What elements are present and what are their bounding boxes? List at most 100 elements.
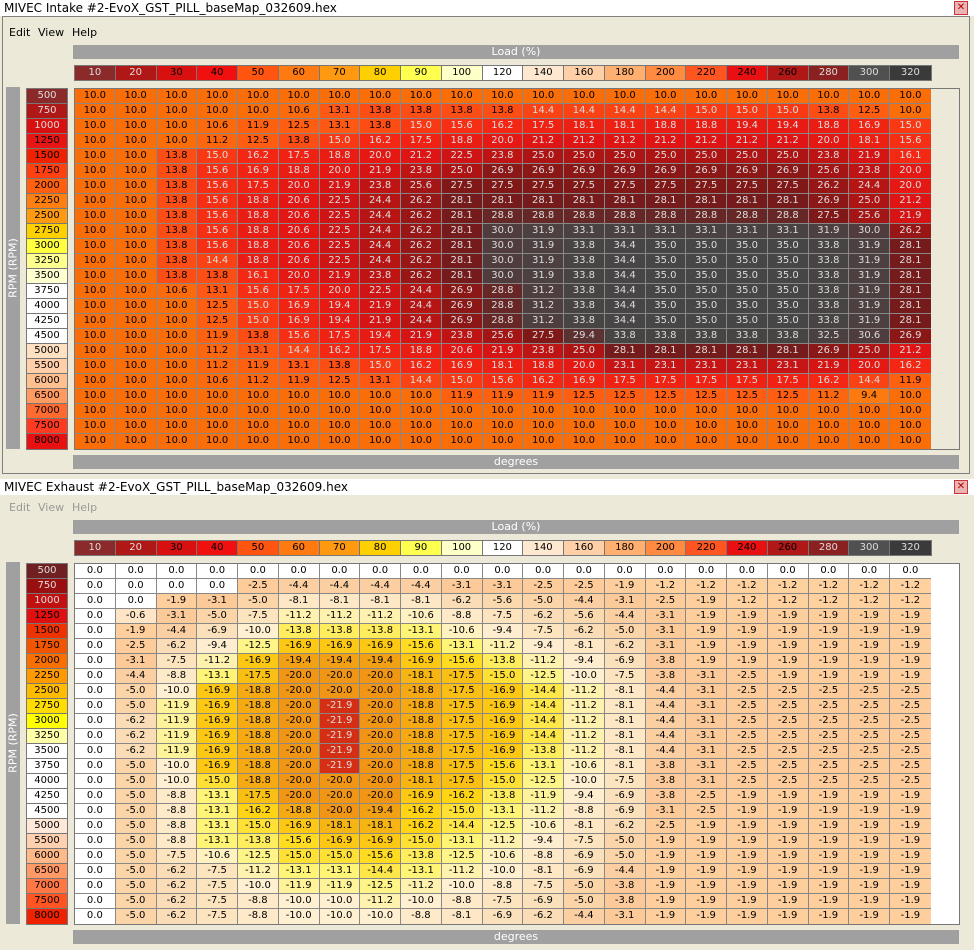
intake-map-cell[interactable]: 26.2 (401, 194, 442, 209)
intake-map-cell[interactable]: 10.0 (523, 89, 564, 104)
exhaust-map-cell[interactable]: -7.5 (482, 609, 524, 624)
exhaust-map-cell[interactable]: -15.0 (238, 819, 279, 834)
intake-map-cell[interactable]: 10.0 (278, 434, 320, 449)
exhaust-map-cell[interactable]: 0.0 (115, 594, 157, 609)
exhaust-map-cell[interactable]: -6.9 (564, 849, 605, 864)
exhaust-map-cell[interactable]: -1.9 (767, 849, 809, 864)
intake-map-cell[interactable]: 10.0 (115, 269, 157, 284)
exhaust-map-cell[interactable]: 0.0 (197, 564, 238, 579)
exhaust-map-grid[interactable]: 0.0 0.0 0.0 0.0 0.0 0.0 0.0 0.0 0.0 0.0 0.0 0.0 0.0 0… (74, 563, 960, 925)
intake-map-cell[interactable]: 31.9 (849, 254, 890, 269)
intake-map-cell[interactable]: 10.0 (115, 359, 157, 374)
exhaust-map-cell[interactable]: -1.9 (645, 864, 687, 879)
intake-map-cell[interactable]: 12.5 (319, 374, 361, 389)
intake-map-cell[interactable]: 10.0 (482, 434, 524, 449)
exhaust-map-cell[interactable]: -21.9 (319, 699, 361, 714)
exhaust-map-cell[interactable]: -11.2 (482, 639, 524, 654)
exhaust-map-cell[interactable]: -16.9 (482, 714, 524, 729)
intake-map-cell[interactable]: 18.1 (849, 134, 890, 149)
exhaust-map-cell[interactable]: -1.9 (686, 819, 727, 834)
exhaust-map-cell[interactable]: -6.2 (523, 609, 564, 624)
exhaust-map-cell[interactable]: -10.6 (197, 849, 238, 864)
exhaust-map-cell[interactable]: -6.9 (197, 624, 238, 639)
intake-map-cell[interactable]: 27.5 (767, 179, 809, 194)
exhaust-map-cell[interactable]: -16.9 (319, 639, 361, 654)
exhaust-map-cell[interactable]: 0.0 (75, 669, 116, 684)
intake-map-cell[interactable]: 35.0 (645, 314, 687, 329)
intake-map-cell[interactable]: 25.0 (441, 164, 483, 179)
exhaust-map-cell[interactable]: -10.0 (156, 774, 198, 789)
intake-map-cell[interactable]: 27.5 (808, 209, 850, 224)
intake-map-cell[interactable]: 10.0 (197, 404, 238, 419)
intake-map-cell[interactable]: 24.4 (360, 239, 401, 254)
intake-map-cell[interactable]: 15.0 (727, 104, 768, 119)
intake-map-cell[interactable]: 10.0 (156, 104, 198, 119)
intake-map-cell[interactable]: 14.4 (197, 254, 238, 269)
intake-map-cell[interactable]: 10.0 (767, 404, 809, 419)
intake-map-cell[interactable]: 10.0 (319, 404, 361, 419)
intake-map-cell[interactable]: 10.0 (441, 404, 483, 419)
intake-map-cell[interactable]: 10.0 (890, 404, 931, 419)
exhaust-map-cell[interactable]: 0.0 (360, 564, 401, 579)
exhaust-map-cell[interactable]: -2.5 (767, 729, 809, 744)
intake-map-cell[interactable]: 10.0 (727, 419, 768, 434)
exhaust-map-cell[interactable]: -20.0 (360, 684, 401, 699)
intake-map-cell[interactable]: 31.9 (808, 224, 850, 239)
exhaust-map-cell[interactable]: -1.9 (727, 894, 768, 909)
exhaust-map-cell[interactable]: -6.9 (564, 864, 605, 879)
exhaust-map-cell[interactable]: -1.9 (808, 624, 850, 639)
exhaust-map-cell[interactable]: -8.8 (401, 909, 442, 924)
intake-map-cell[interactable]: 10.0 (156, 329, 198, 344)
exhaust-map-cell[interactable]: -5.0 (115, 909, 157, 924)
exhaust-map-cell[interactable]: -20.0 (278, 684, 320, 699)
exhaust-map-cell[interactable]: -16.2 (401, 804, 442, 819)
exhaust-map-cell[interactable]: -4.4 (115, 669, 157, 684)
exhaust-map-cell[interactable]: 0.0 (75, 849, 116, 864)
exhaust-map-cell[interactable]: -13.8 (319, 624, 361, 639)
intake-map-cell[interactable]: 18.8 (238, 224, 279, 239)
exhaust-map-cell[interactable]: -1.9 (890, 639, 931, 654)
intake-map-cell[interactable]: 15.0 (238, 299, 279, 314)
intake-map-cell[interactable]: 21.9 (360, 164, 401, 179)
intake-map-cell[interactable]: 25.6 (482, 329, 524, 344)
intake-map-cell[interactable]: 20.6 (278, 194, 320, 209)
intake-map-cell[interactable]: 10.0 (360, 419, 401, 434)
intake-map-cell[interactable]: 10.0 (115, 209, 157, 224)
intake-map-cell[interactable]: 13.1 (278, 359, 320, 374)
intake-map-cell[interactable]: 10.0 (115, 179, 157, 194)
exhaust-map-cell[interactable]: -5.0 (604, 849, 646, 864)
exhaust-map-cell[interactable]: -2.5 (767, 759, 809, 774)
intake-map-cell[interactable]: 33.1 (604, 224, 646, 239)
exhaust-map-cell[interactable]: -1.9 (727, 624, 768, 639)
intake-map-cell[interactable]: 35.0 (767, 239, 809, 254)
intake-map-cell[interactable]: 28.1 (727, 194, 768, 209)
exhaust-map-cell[interactable]: -2.5 (890, 744, 931, 759)
exhaust-map-cell[interactable]: -11.2 (564, 684, 605, 699)
exhaust-map-cell[interactable]: -1.9 (808, 639, 850, 654)
intake-map-cell[interactable]: 19.4 (727, 119, 768, 134)
exhaust-map-cell[interactable]: -12.5 (441, 849, 483, 864)
intake-map-cell[interactable]: 10.0 (115, 344, 157, 359)
intake-map-cell[interactable]: 16.9 (278, 314, 320, 329)
intake-map-cell[interactable]: 10.6 (197, 119, 238, 134)
exhaust-map-cell[interactable]: -11.2 (564, 744, 605, 759)
intake-map-cell[interactable]: 10.0 (115, 194, 157, 209)
exhaust-map-cell[interactable]: -20.0 (360, 669, 401, 684)
exhaust-map-cell[interactable]: -1.9 (686, 594, 727, 609)
exhaust-map-cell[interactable]: -1.9 (727, 804, 768, 819)
exhaust-map-cell[interactable]: -1.9 (686, 864, 727, 879)
intake-map-cell[interactable]: 10.0 (115, 239, 157, 254)
exhaust-map-cell[interactable]: -1.9 (849, 819, 890, 834)
intake-map-cell[interactable]: 20.0 (278, 179, 320, 194)
intake-map-cell[interactable]: 26.9 (645, 164, 687, 179)
intake-map-cell[interactable]: 10.0 (238, 419, 279, 434)
exhaust-map-cell[interactable]: -10.0 (278, 909, 320, 924)
exhaust-map-cell[interactable]: -5.0 (604, 834, 646, 849)
intake-map-cell[interactable]: 33.8 (564, 314, 605, 329)
intake-map-cell[interactable]: 26.2 (401, 254, 442, 269)
exhaust-map-cell[interactable]: -5.0 (115, 819, 157, 834)
intake-map-cell[interactable]: 10.0 (849, 419, 890, 434)
exhaust-map-cell[interactable]: -3.1 (482, 579, 524, 594)
exhaust-map-cell[interactable]: -1.9 (767, 639, 809, 654)
intake-map-cell[interactable]: 16.2 (401, 359, 442, 374)
